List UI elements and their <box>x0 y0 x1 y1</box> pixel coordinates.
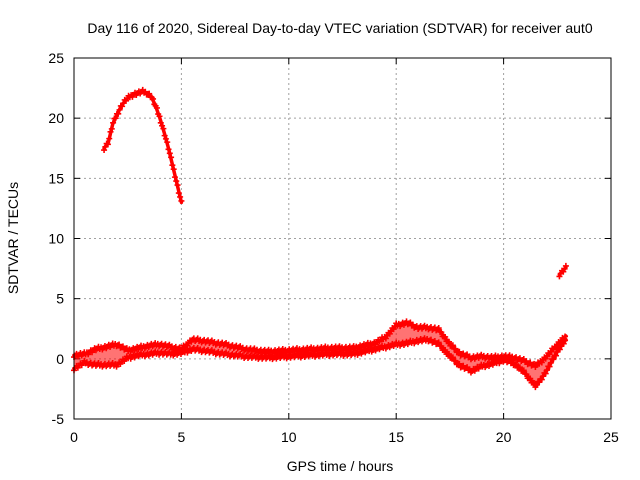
data-point <box>160 125 167 132</box>
data-point <box>119 103 126 110</box>
data-point <box>150 95 157 102</box>
data-point <box>173 178 180 185</box>
data-point <box>542 370 549 377</box>
data-point <box>560 340 567 347</box>
data-point <box>562 262 569 269</box>
data-point <box>174 182 181 189</box>
plot-data <box>71 86 569 391</box>
data-point <box>520 367 527 374</box>
data-point <box>435 325 442 332</box>
data-point <box>166 150 173 157</box>
data-point <box>178 197 185 204</box>
data-point <box>162 135 169 142</box>
x-tick-label: 0 <box>70 429 78 445</box>
x-tick-label: 15 <box>388 429 404 445</box>
data-point <box>101 147 108 154</box>
data-point <box>438 329 445 336</box>
data-point <box>435 339 442 346</box>
y-tick-label: 25 <box>48 50 64 66</box>
x-tick-label: 5 <box>178 429 186 445</box>
data-point <box>527 375 534 382</box>
data-point <box>165 146 172 153</box>
data-point <box>156 113 163 120</box>
data-point <box>108 125 115 132</box>
data-point <box>164 139 171 146</box>
data-point <box>556 346 563 353</box>
data-point <box>547 359 554 366</box>
data-point <box>516 364 523 371</box>
y-axis-label: SDTVAR / TECUs <box>5 182 21 294</box>
data-point <box>513 361 520 368</box>
data-point <box>104 141 111 148</box>
x-tick-label: 10 <box>281 429 297 445</box>
x-axis-label: GPS time / hours <box>287 458 394 474</box>
data-point <box>146 90 153 97</box>
series-arc-high <box>101 86 185 205</box>
data-point <box>170 166 177 173</box>
data-point <box>110 119 117 126</box>
data-point <box>153 104 160 111</box>
x-tick-label: 20 <box>496 429 512 445</box>
data-point <box>168 154 175 161</box>
data-point <box>106 135 113 142</box>
data-point <box>169 162 176 169</box>
data-point <box>546 363 553 370</box>
series-band-upper <box>71 318 569 370</box>
plot-frame <box>73 57 612 420</box>
data-point <box>449 354 456 361</box>
data-point <box>115 110 122 117</box>
data-point <box>116 106 123 113</box>
data-point <box>177 193 184 200</box>
data-point <box>538 376 545 383</box>
data-point <box>442 333 449 340</box>
y-tick-label: -5 <box>52 411 65 427</box>
chart-title: Day 116 of 2020, Sidereal Day-to-day VTE… <box>87 20 592 36</box>
y-tick-label: 10 <box>48 231 64 247</box>
series-band-lower <box>71 335 569 391</box>
data-point <box>442 347 449 354</box>
data-point <box>449 342 456 349</box>
y-tick-label: 20 <box>48 110 64 126</box>
ticks: 0 5 10 15 20 25 -5 0 5 10 15 20 25 <box>48 50 619 445</box>
data-point <box>446 338 453 345</box>
data-point <box>543 367 550 374</box>
data-point <box>171 174 178 181</box>
data-point <box>452 357 459 364</box>
data-point <box>438 343 445 350</box>
y-tick-label: 0 <box>56 351 64 367</box>
y-tick-label: 5 <box>56 291 64 307</box>
data-point <box>550 356 557 363</box>
data-point <box>553 352 560 359</box>
series-line <box>102 89 184 205</box>
data-point <box>452 345 459 352</box>
series-arc-small <box>556 262 569 280</box>
data-point <box>161 132 168 139</box>
data-point <box>446 351 453 358</box>
data-point <box>175 190 182 197</box>
y-tick-label: 15 <box>48 170 64 186</box>
data-point <box>523 371 530 378</box>
data-point <box>562 337 569 344</box>
data-point <box>112 115 119 122</box>
x-tick-label: 25 <box>603 429 619 445</box>
